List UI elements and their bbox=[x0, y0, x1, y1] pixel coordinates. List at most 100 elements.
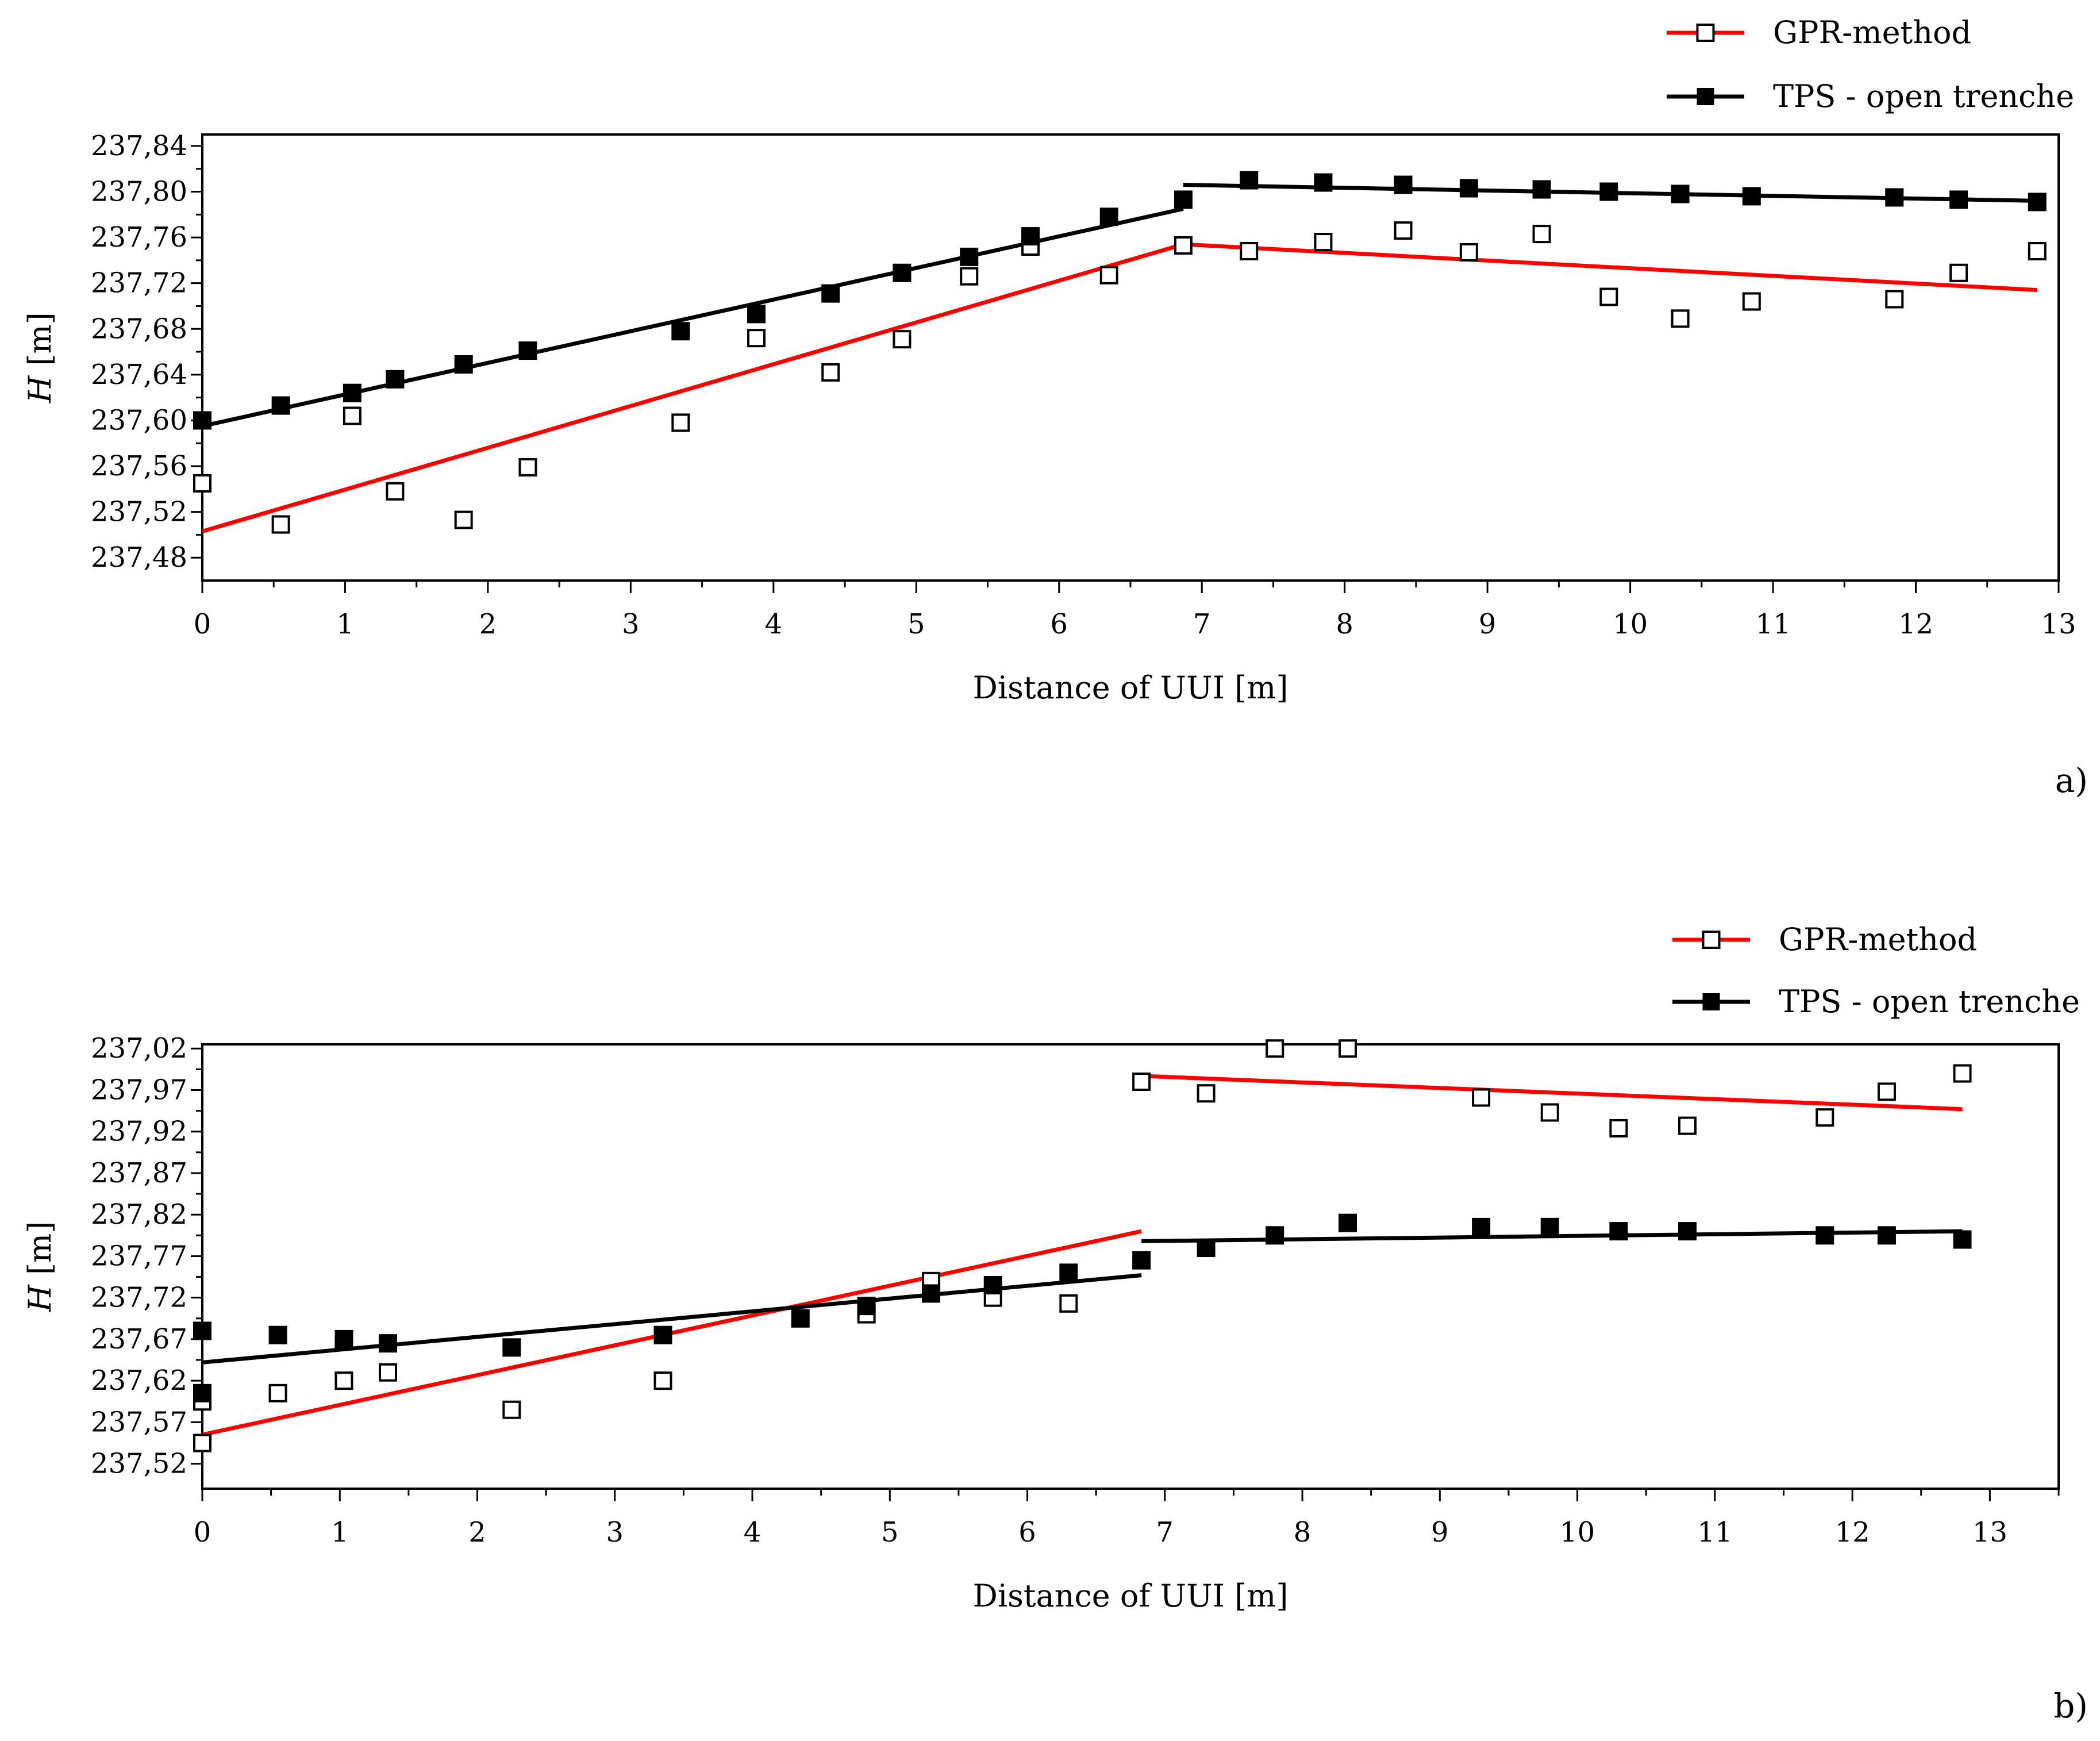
data-point-tps bbox=[1197, 1238, 1216, 1257]
data-point-gpr bbox=[1953, 1064, 1972, 1083]
plot-frame bbox=[201, 133, 2060, 582]
panel-label: a) bbox=[2055, 761, 2088, 800]
data-point-tps bbox=[1609, 1222, 1628, 1241]
data-point-tps bbox=[1459, 179, 1478, 198]
y-tick-label: 237,72 bbox=[91, 267, 187, 299]
x-tick-label: 2 bbox=[468, 1516, 486, 1548]
data-point-tps bbox=[334, 1329, 353, 1348]
legend-label-gpr: GPR-method bbox=[1779, 921, 1977, 958]
data-point-tps bbox=[1949, 190, 1968, 209]
y-tick-label: 237,92 bbox=[91, 1116, 187, 1148]
data-point-tps bbox=[1021, 227, 1040, 246]
data-point-tps bbox=[893, 263, 911, 282]
data-point-gpr bbox=[343, 406, 361, 425]
y-axis-label: H [m] bbox=[22, 312, 58, 403]
y-tick-label: 237,60 bbox=[91, 404, 187, 436]
x-tick-label: 0 bbox=[194, 608, 211, 640]
data-point-gpr bbox=[193, 474, 211, 493]
x-tick-label: 5 bbox=[907, 608, 925, 640]
x-axis-label: Distance of UUI [m] bbox=[973, 670, 1289, 706]
data-point-gpr bbox=[502, 1400, 521, 1419]
legend-marker-tps bbox=[1697, 88, 1714, 105]
data-point-gpr bbox=[193, 1433, 211, 1452]
x-tick-label: 7 bbox=[1193, 608, 1211, 640]
y-tick-label: 237,57 bbox=[91, 1406, 187, 1438]
x-tick-label: 10 bbox=[1613, 608, 1648, 640]
x-tick-label: 1 bbox=[331, 1516, 349, 1548]
data-point-tps bbox=[1599, 182, 1618, 201]
data-point-gpr bbox=[1314, 233, 1333, 252]
legend-label-tps: TPS - open trenche bbox=[1779, 983, 2080, 1020]
y-tick-label: 237,56 bbox=[91, 450, 187, 482]
data-point-tps bbox=[518, 341, 537, 360]
data-point-gpr bbox=[1877, 1082, 1896, 1101]
data-point-gpr bbox=[1816, 1108, 1834, 1127]
legend: GPR-method TPS - open trenche bbox=[1672, 921, 2080, 1020]
x-tick-label: 6 bbox=[1050, 608, 1068, 640]
data-point-gpr bbox=[1266, 1039, 1284, 1058]
data-point-gpr bbox=[960, 267, 979, 286]
data-point-tps bbox=[1099, 207, 1118, 226]
data-point-gpr bbox=[1599, 287, 1618, 306]
data-point-gpr bbox=[1885, 290, 1904, 309]
y-axis-label-unit: [m] bbox=[22, 1221, 58, 1285]
data-point-tps bbox=[1532, 180, 1551, 199]
fit-line-tps bbox=[202, 206, 1184, 428]
data-point-gpr bbox=[1609, 1119, 1628, 1137]
y-tick-label: 237,64 bbox=[91, 359, 187, 391]
data-point-gpr bbox=[893, 330, 911, 349]
y-tick-label: 237,82 bbox=[91, 1198, 187, 1231]
legend-marker-gpr bbox=[1696, 24, 1715, 42]
x-tick-label: 3 bbox=[606, 1516, 624, 1548]
data-point-tps bbox=[379, 1334, 397, 1353]
plot-frame bbox=[201, 1043, 2060, 1490]
legend: GPR-method TPS - open trenche bbox=[1667, 14, 2074, 114]
data-point-gpr bbox=[1240, 241, 1259, 260]
data-point-tps bbox=[821, 284, 840, 303]
x-tick-label: 7 bbox=[1156, 1516, 1174, 1548]
data-point-tps bbox=[791, 1309, 810, 1328]
data-point-gpr bbox=[1197, 1084, 1216, 1103]
x-tick-label: 0 bbox=[194, 1516, 211, 1548]
x-tick-label: 4 bbox=[765, 608, 783, 640]
x-tick-label: 1 bbox=[336, 608, 354, 640]
x-tick-label: 11 bbox=[1697, 1516, 1732, 1548]
y-tick-label: 237,02 bbox=[91, 1032, 187, 1064]
data-point-tps bbox=[922, 1284, 941, 1303]
legend-marker-gpr bbox=[1702, 931, 1721, 949]
data-point-gpr bbox=[454, 510, 473, 529]
y-axis-label-var: H bbox=[22, 1284, 58, 1312]
data-point-tps bbox=[1059, 1263, 1078, 1282]
data-point-gpr bbox=[1671, 309, 1690, 328]
x-tick-label: 10 bbox=[1560, 1516, 1595, 1548]
data-point-tps bbox=[268, 1325, 287, 1344]
y-tick-label: 237,68 bbox=[91, 313, 187, 345]
data-point-gpr bbox=[334, 1371, 353, 1390]
y-axis-label-unit: [m] bbox=[22, 312, 58, 376]
data-point-gpr bbox=[747, 329, 766, 348]
x-tick-label: 12 bbox=[1835, 1516, 1870, 1548]
panel-label: b) bbox=[2053, 1686, 2088, 1725]
data-point-gpr bbox=[271, 515, 290, 534]
data-point-tps bbox=[983, 1276, 1002, 1295]
y-tick-label: 237,72 bbox=[91, 1282, 187, 1314]
data-point-tps bbox=[193, 1383, 211, 1402]
data-point-tps bbox=[193, 1321, 211, 1340]
data-point-tps bbox=[1877, 1226, 1896, 1245]
x-tick-label: 9 bbox=[1479, 608, 1497, 640]
data-point-tps bbox=[1314, 173, 1333, 192]
data-point-gpr bbox=[1394, 221, 1413, 240]
data-point-tps bbox=[1540, 1217, 1559, 1236]
x-tick-label: 4 bbox=[744, 1516, 761, 1548]
x-tick-label: 8 bbox=[1294, 1516, 1311, 1548]
data-point-gpr bbox=[1099, 266, 1118, 285]
data-point-tps bbox=[1953, 1230, 1972, 1249]
legend-label-tps: TPS - open trenche bbox=[1773, 78, 2074, 114]
x-tick-label: 13 bbox=[1972, 1516, 2007, 1548]
data-point-tps bbox=[1472, 1217, 1491, 1236]
data-point-gpr bbox=[1472, 1088, 1491, 1107]
data-point-tps bbox=[1132, 1251, 1151, 1270]
data-point-gpr bbox=[1742, 292, 1761, 311]
y-axis-label: H [m] bbox=[22, 1221, 58, 1313]
